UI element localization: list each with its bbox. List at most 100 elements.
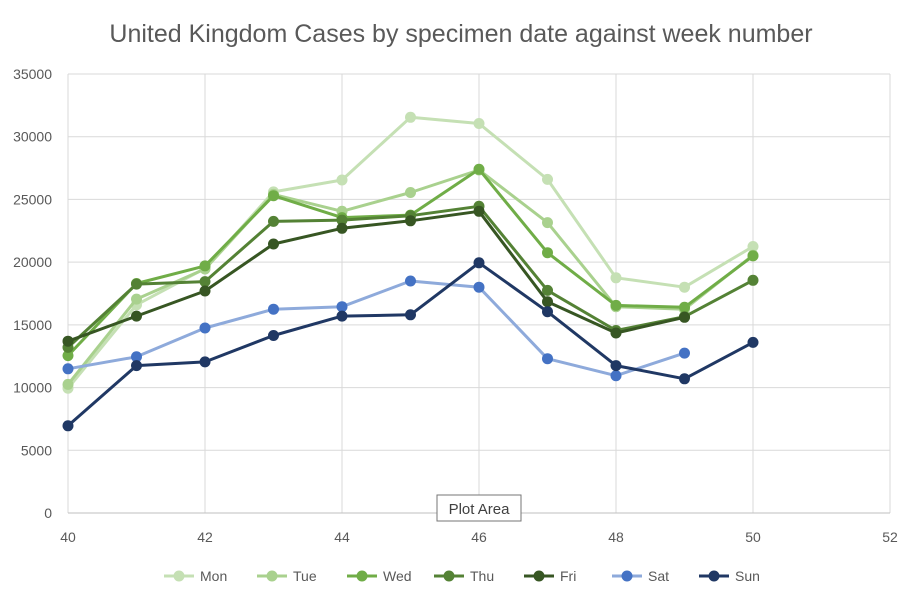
y-tick-label: 5000	[21, 442, 52, 458]
data-point[interactable]	[268, 303, 279, 315]
data-point[interactable]	[679, 373, 690, 385]
data-point[interactable]	[679, 311, 690, 323]
data-point[interactable]	[542, 217, 553, 229]
legend-item-sun[interactable]: Sun	[699, 568, 760, 584]
data-point[interactable]	[473, 163, 485, 175]
plot-area-tooltip: Plot Area	[436, 494, 522, 522]
x-tick-label: 44	[334, 529, 350, 545]
y-tick-label: 20000	[13, 254, 52, 270]
data-point[interactable]	[747, 274, 759, 286]
data-point[interactable]	[336, 174, 348, 186]
y-tick-label: 0	[44, 505, 52, 521]
series-mon[interactable]	[62, 111, 759, 394]
data-point[interactable]	[747, 336, 759, 348]
data-point[interactable]	[542, 284, 553, 296]
data-point[interactable]	[62, 335, 74, 347]
legend-marker	[621, 570, 633, 582]
series-sat[interactable]	[62, 275, 691, 382]
legend-marker	[356, 570, 368, 582]
data-point[interactable]	[199, 356, 211, 368]
data-point[interactable]	[336, 310, 348, 322]
series-line[interactable]	[66, 279, 686, 378]
data-point[interactable]	[679, 301, 690, 313]
data-point[interactable]	[268, 215, 279, 227]
data-point[interactable]	[62, 420, 74, 432]
tooltip-label: Plot Area	[449, 501, 511, 518]
data-point[interactable]	[542, 353, 553, 365]
legend-label: Fri	[560, 568, 576, 584]
series-line[interactable]	[66, 209, 686, 343]
data-point[interactable]	[62, 378, 74, 390]
y-tick-label: 30000	[13, 129, 52, 145]
legend-item-sat[interactable]: Sat	[612, 568, 669, 584]
data-point[interactable]	[199, 322, 211, 334]
data-point[interactable]	[679, 281, 690, 293]
legend-label: Sat	[648, 568, 669, 584]
x-tick-label: 40	[60, 529, 76, 545]
legend-item-mon[interactable]: Mon	[164, 568, 227, 584]
legend-marker	[443, 570, 455, 582]
legend: Mon Tue Wed Thu Fri Sat Sun	[164, 568, 760, 584]
legend-marker	[173, 570, 185, 582]
data-point[interactable]	[405, 275, 416, 287]
legend-label: Thu	[470, 568, 494, 584]
x-tick-label: 52	[882, 529, 898, 545]
legend-item-wed[interactable]: Wed	[347, 568, 412, 584]
data-point[interactable]	[542, 306, 553, 318]
data-point[interactable]	[268, 190, 279, 202]
data-point[interactable]	[610, 327, 622, 339]
legend-marker	[266, 570, 278, 582]
y-tick-label: 10000	[13, 380, 52, 396]
data-point[interactable]	[131, 278, 142, 290]
legend-item-thu[interactable]: Thu	[434, 568, 494, 584]
data-point[interactable]	[131, 310, 142, 322]
data-point[interactable]	[62, 363, 74, 375]
x-tick-label: 48	[608, 529, 624, 545]
data-point[interactable]	[62, 350, 74, 362]
data-point[interactable]	[199, 285, 211, 297]
data-point[interactable]	[336, 301, 348, 313]
data-point[interactable]	[405, 111, 416, 123]
gridlines	[67, 73, 891, 514]
data-point[interactable]	[610, 272, 622, 284]
data-point[interactable]	[199, 260, 211, 272]
data-point[interactable]	[405, 215, 416, 227]
data-point[interactable]	[336, 214, 348, 226]
legend-item-tue[interactable]: Tue	[257, 568, 317, 584]
data-point[interactable]	[747, 250, 759, 262]
data-point[interactable]	[131, 293, 142, 305]
x-tick-label: 50	[745, 529, 761, 545]
data-point[interactable]	[473, 118, 485, 129]
data-point[interactable]	[747, 241, 759, 252]
data-point[interactable]	[473, 281, 485, 293]
plot-area[interactable]	[62, 111, 759, 432]
series-sun[interactable]	[62, 257, 759, 432]
data-point[interactable]	[336, 222, 348, 234]
data-point[interactable]	[542, 173, 553, 185]
data-point[interactable]	[679, 347, 690, 359]
chart-title: United Kingdom Cases by specimen date ag…	[109, 20, 812, 48]
data-point[interactable]	[268, 330, 279, 341]
data-point[interactable]	[473, 257, 485, 269]
data-point[interactable]	[199, 276, 211, 288]
data-point[interactable]	[610, 370, 622, 382]
y-tick-label: 25000	[13, 191, 52, 207]
legend-item-fri[interactable]: Fri	[524, 568, 576, 584]
data-point[interactable]	[268, 238, 279, 250]
data-point[interactable]	[405, 187, 416, 198]
data-point[interactable]	[610, 299, 622, 311]
legend-marker	[708, 570, 720, 582]
data-point[interactable]	[405, 309, 416, 321]
legend-label: Mon	[200, 568, 227, 584]
data-point[interactable]	[542, 247, 553, 259]
data-point[interactable]	[542, 296, 553, 308]
series-line[interactable]	[66, 115, 755, 390]
legend-label: Sun	[735, 568, 760, 584]
data-point[interactable]	[610, 360, 622, 372]
x-tick-label: 42	[197, 529, 213, 545]
series-fri[interactable]	[62, 205, 691, 347]
data-point[interactable]	[131, 360, 142, 372]
data-point[interactable]	[473, 205, 485, 217]
data-point[interactable]	[131, 351, 142, 363]
